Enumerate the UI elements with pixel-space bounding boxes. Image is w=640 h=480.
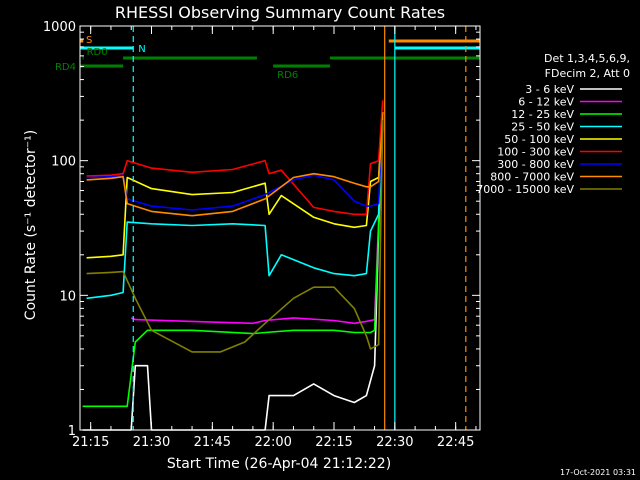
series-line-4 — [86, 111, 384, 259]
series-line-1 — [130, 120, 384, 325]
axes-layer: 21:15 21:30 21:45 22:00 22:15 22:30 22:45 1 10 10… — [43, 20, 481, 450]
legend-header-line-1: Det 1,3,4,5,6,9, — [544, 52, 630, 65]
legend-label: 50 - 100 keV — [504, 133, 574, 146]
legend-label: 100 - 300 keV — [497, 146, 574, 159]
vlines-layer — [132, 26, 467, 430]
y-axis-label: Count Rate (s⁻¹ detector⁻¹) — [23, 130, 39, 320]
legend-label: 800 - 7000 keV — [490, 171, 574, 184]
legend-label: 300 - 800 keV — [497, 158, 574, 171]
legend-label: 6 - 12 keV — [518, 96, 574, 109]
x-tick-label: 22:00 — [254, 435, 291, 450]
legend-label: 3 - 6 keV — [525, 83, 574, 96]
x-tick-label: 22:45 — [437, 435, 474, 450]
footer-date: 17-Oct-2021 03:31 — [560, 468, 636, 477]
series-line-0 — [82, 120, 384, 431]
chart-title: RHESSI Observing Summary Count Rates — [115, 3, 445, 22]
x-tick-label: 21:45 — [194, 435, 231, 450]
series-line-3 — [86, 120, 384, 300]
y-tick-label: 100 — [51, 155, 76, 170]
y-tick-label: 1000 — [43, 20, 76, 35]
x-tick-label: 22:30 — [376, 435, 413, 450]
legend-label: 25 - 50 keV — [511, 121, 574, 134]
flag-label-rd6: RD6 — [277, 70, 298, 81]
flag-label-s: S — [86, 35, 92, 46]
x-tick-label: 22:15 — [315, 435, 352, 450]
x-tick-label: 21:30 — [133, 435, 170, 450]
y-tick-label: 10 — [59, 289, 76, 304]
series-line-2 — [82, 120, 384, 408]
series-layer — [82, 100, 384, 431]
flag-label-rd4: RD4 — [55, 62, 76, 73]
plot-frame — [79, 25, 481, 431]
legend-label: 7000 - 15000 keV — [476, 183, 574, 196]
x-tick-label: 21:15 — [72, 435, 109, 450]
flag-label-n: N — [138, 44, 145, 55]
series-line-7 — [86, 117, 384, 217]
y-tick-label: 1 — [68, 424, 76, 439]
legend-label: 12 - 25 keV — [511, 108, 574, 121]
series-line-8 — [86, 120, 384, 353]
legend-header-line-2: FDecim 2, Att 0 — [545, 67, 630, 80]
series-line-5 — [86, 100, 384, 216]
x-axis-label: Start Time (26-Apr-04 21:12:22) — [167, 456, 391, 472]
flag-label-rd0: RD0 — [87, 47, 108, 58]
